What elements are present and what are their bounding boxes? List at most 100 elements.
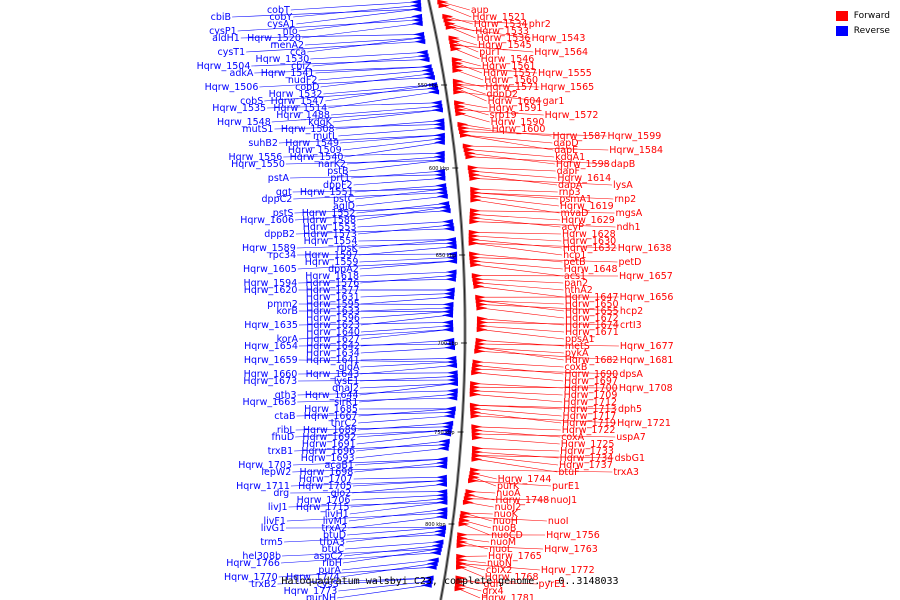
forward-feature-arrow xyxy=(454,582,466,588)
reverse-gene-label: livM1 xyxy=(323,516,348,527)
forward-leader-line xyxy=(441,1,470,11)
forward-leader-line xyxy=(467,149,555,158)
forward-gene-label: uspA7 xyxy=(616,432,646,443)
reverse-leader-line xyxy=(346,156,441,165)
reverse-feature-arrow xyxy=(445,269,457,275)
forward-gene-label: Hqrw_1638 xyxy=(618,243,672,254)
forward-feature-arrow xyxy=(474,345,486,351)
reverse-leader-line xyxy=(354,462,444,473)
forward-feature-arrow xyxy=(464,492,476,498)
reverse-leader-line xyxy=(297,397,454,403)
reverse-leader-line xyxy=(359,246,453,256)
forward-feature-arrow xyxy=(476,323,488,329)
reverse-gene-label: Hqrw_1627 xyxy=(306,334,360,345)
reverse-leader-line xyxy=(360,307,450,312)
reverse-feature-arrow xyxy=(438,204,450,210)
reverse-gene-label: Hqrw_1589 xyxy=(242,243,296,254)
forward-leader-line xyxy=(476,365,564,375)
reverse-leader-line xyxy=(360,358,453,361)
forward-feature-arrow xyxy=(453,89,465,95)
reverse-gene-label: Hqrw_1605 xyxy=(243,264,297,275)
forward-gene-label: Hqrw_1700 xyxy=(564,383,618,394)
reverse-leader-line xyxy=(335,120,441,130)
forward-gene-label: Hqrw_1717 xyxy=(563,411,617,422)
forward-leader-line xyxy=(463,516,547,522)
reverse-gene-label: prt1 xyxy=(330,173,350,184)
reverse-leader-line xyxy=(360,275,453,284)
reverse-leader-line xyxy=(342,138,441,151)
reverse-leader-line xyxy=(355,448,445,459)
forward-gene-label: Hqrw_1584 xyxy=(609,145,663,156)
forward-gene-label: Hqrw_1722 xyxy=(562,425,616,436)
forward-feature-arrow xyxy=(456,561,468,567)
reverse-feature-arrow xyxy=(438,438,450,444)
forward-feature-arrow xyxy=(455,575,467,581)
reverse-leader-line xyxy=(237,19,419,32)
reverse-feature-arrow xyxy=(436,507,448,513)
reverse-gene-label: Hqrw_1685 xyxy=(304,404,358,415)
forward-leader-line xyxy=(473,178,613,186)
forward-gene-label: Hqrw_1712 xyxy=(563,397,617,408)
reverse-feature-arrow xyxy=(413,31,425,37)
reverse-feature-arrow xyxy=(436,193,448,199)
reverse-leader-line xyxy=(360,296,451,305)
reverse-gene-label: aglD xyxy=(333,201,355,212)
forward-gene-label: Hqrw_1591 xyxy=(489,103,543,114)
reverse-gene-label: Hqrw_1659 xyxy=(244,355,298,366)
reverse-leader-line xyxy=(290,491,444,494)
reverse-feature-arrow xyxy=(410,3,422,9)
reverse-leader-line xyxy=(298,343,451,347)
forward-gene-label: Hqrw_1648 xyxy=(564,264,618,275)
reverse-feature-arrow xyxy=(433,136,445,142)
scale-tick-label: 750 kbp xyxy=(434,430,454,436)
forward-leader-line xyxy=(474,188,558,193)
forward-gene-label: Hqrw_1619 xyxy=(560,201,614,212)
reverse-gene-label: btuD xyxy=(323,530,346,541)
reverse-feature-arrow xyxy=(446,395,458,401)
reverse-leader-line xyxy=(353,476,443,480)
reverse-gene-label: kdgK xyxy=(308,117,333,128)
forward-leader-line xyxy=(456,66,538,74)
reverse-gene-label: Hqrw_1623 xyxy=(306,320,360,331)
forward-gene-label: dapD xyxy=(553,138,578,149)
forward-gene-label: nuoN xyxy=(487,558,512,569)
forward-feature-arrow xyxy=(469,208,481,214)
forward-leader-line xyxy=(473,404,617,410)
reverse-gene-label: Hqrw_1547 xyxy=(271,96,325,107)
reverse-leader-line xyxy=(357,224,450,235)
forward-gene-label: nuoJ1 xyxy=(550,495,577,506)
forward-gene-label: purT xyxy=(479,47,501,58)
reverse-feature-arrow xyxy=(446,388,458,394)
reverse-leader-line xyxy=(355,188,443,200)
reverse-leader-line xyxy=(312,55,425,67)
reverse-gene-label: mutS1 xyxy=(242,124,273,135)
reverse-feature-arrow xyxy=(426,82,438,88)
forward-gene-label: dph5 xyxy=(618,404,642,415)
forward-gene-label: dapE xyxy=(554,145,578,156)
forward-feature-arrow xyxy=(470,406,482,412)
forward-gene-label: mvaD xyxy=(560,208,588,219)
reverse-feature-arrow xyxy=(421,67,433,73)
reverse-leader-line xyxy=(360,311,450,319)
reverse-feature-arrow xyxy=(441,312,453,318)
reverse-leader-line xyxy=(347,516,444,529)
forward-feature-arrow xyxy=(468,478,480,484)
forward-gene-label: Hqrw_1614 xyxy=(557,173,611,184)
forward-leader-line xyxy=(456,84,540,88)
forward-gene-label: Hqrw_1565 xyxy=(540,82,594,93)
reverse-gene-label: Hqrw_1556 xyxy=(229,152,283,163)
forward-gene-label: Hqrw_1781 xyxy=(481,593,535,600)
reverse-gene-label: Hqrw_1766 xyxy=(226,558,280,569)
forward-gene-label: cbiX2 xyxy=(486,565,512,576)
reverse-leader-line xyxy=(356,433,448,445)
forward-feature-arrow xyxy=(469,215,481,221)
forward-gene-label: Hqrw_1763 xyxy=(544,544,598,555)
forward-gene-label: purE1 xyxy=(552,481,580,492)
forward-feature-arrow xyxy=(472,445,484,451)
reverse-feature-arrow xyxy=(443,226,455,232)
reverse-leader-line xyxy=(298,359,453,363)
reverse-gene-label: trm5 xyxy=(260,537,283,548)
forward-leader-line xyxy=(474,415,617,424)
forward-leader-line xyxy=(475,455,614,459)
forward-gene-label: Hqrw_1690 xyxy=(564,369,618,380)
